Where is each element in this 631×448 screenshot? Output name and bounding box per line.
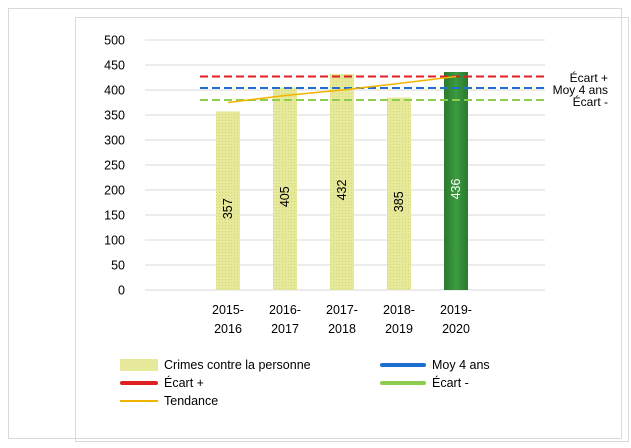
legend-item-tendance: Tendance (120, 392, 218, 410)
legend-swatch-ecart-minus (380, 381, 426, 385)
reference-line-label: Écart + (570, 70, 608, 85)
legend-label-moy: Moy 4 ans (432, 358, 490, 372)
legend-swatch-moy (380, 363, 426, 367)
legend-label-tendance: Tendance (164, 394, 219, 408)
y-tick-label: 350 (104, 109, 125, 123)
trend-line (227, 75, 457, 104)
bar (387, 97, 411, 290)
legend-label-ecart-minus: Écart - (432, 376, 469, 390)
legend-label-ecart-plus: Écart + (164, 376, 204, 390)
x-category-label: 2019-2020 (440, 303, 472, 336)
bar-value-label: 436 (449, 179, 463, 200)
y-tick-label: 200 (104, 184, 125, 198)
legend-item-ecart-plus: Écart + (120, 374, 204, 392)
x-category-label: 2016-2017 (269, 303, 301, 336)
trend-polyline (227, 75, 457, 104)
x-category-label: 2015-2016 (212, 303, 244, 336)
legend-swatch-tendance (120, 400, 158, 402)
bar (330, 74, 354, 290)
legend-item-ecart-minus: Écart - (380, 374, 469, 392)
bar-value-label: 405 (278, 186, 292, 207)
y-tick-label: 100 (104, 234, 125, 248)
bar (444, 72, 468, 290)
x-axis-categories: 2015-2016 2016-2017 2017-2018 2018-2019 2019… (212, 303, 472, 336)
bar-value-label: 357 (221, 198, 235, 219)
bars: 357 405 432 385 436 (216, 72, 468, 290)
legend-swatch-ecart-plus (120, 381, 158, 385)
y-tick-label: 0 (118, 284, 125, 298)
legend-swatch-bar (120, 359, 158, 371)
legend-label-crimes: Crimes contre la personne (164, 358, 311, 372)
y-tick-label: 50 (111, 259, 125, 273)
y-axis-ticks: 0 50 100 150 200 250 300 350 400 450 500 (104, 34, 125, 298)
x-category-label: 2018-2019 (383, 303, 415, 336)
bar-value-label: 385 (392, 191, 406, 212)
reference-line-label: Écart - (573, 94, 608, 109)
chart-frame (8, 8, 629, 442)
y-tick-label: 150 (104, 209, 125, 223)
bar (273, 87, 297, 290)
legend-item-moy: Moy 4 ans (380, 356, 490, 374)
chart-area (75, 17, 629, 442)
bar-value-label: 432 (335, 180, 349, 201)
bar (216, 111, 240, 290)
y-tick-label: 250 (104, 159, 125, 173)
x-category-label: 2017-2018 (326, 303, 358, 336)
reference-line-label: Moy 4 ans (553, 83, 608, 97)
y-tick-label: 450 (104, 59, 125, 73)
legend-item-crimes: Crimes contre la personne (120, 356, 311, 374)
y-tick-label: 400 (104, 84, 125, 98)
y-tick-label: 500 (104, 34, 125, 48)
y-tick-label: 300 (104, 134, 125, 148)
